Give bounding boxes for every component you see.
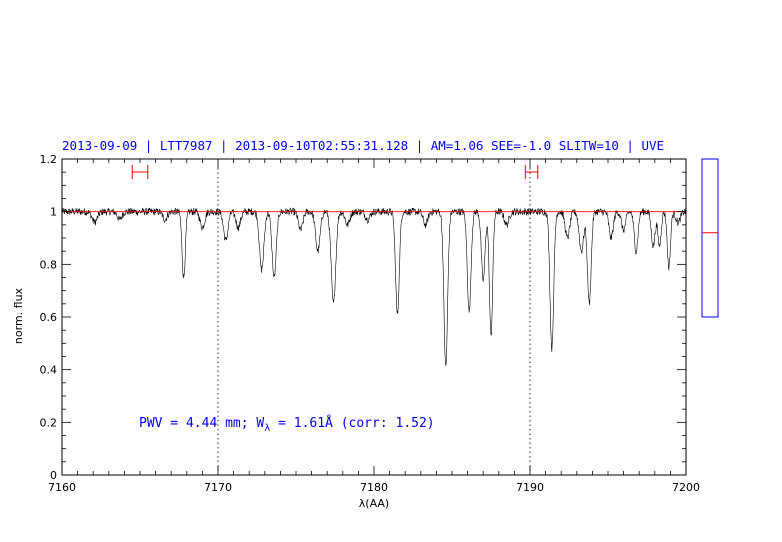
x-tick-label: 7190 — [516, 481, 544, 494]
y-axis-label: norm. flux — [12, 287, 25, 344]
y-tick-label: 0.8 — [40, 258, 58, 271]
plot-area: 7160 7170 7180 7190 7200 0 0.2 0.4 0.6 0.8 1 1.2 — [40, 153, 701, 494]
x-tick-label: 7180 — [360, 481, 388, 494]
x-tick-label: 7160 — [48, 481, 76, 494]
y-tick-label: 0.4 — [40, 364, 58, 377]
pwv-annotation: PWV = 4.44 mm; Wλ = 1.61Å (corr: 1.52) — [139, 415, 435, 434]
annotation-prefix: PWV = 4.44 mm; W — [139, 416, 264, 431]
side-indicator — [701, 158, 719, 318]
x-tick-label: 7170 — [204, 481, 232, 494]
annotation-suffix: = 1.61Å (corr: 1.52) — [270, 415, 434, 431]
x-axis-label: λ(AA) — [359, 497, 389, 510]
y-tick-label: 0.6 — [40, 311, 58, 324]
x-tick-label: 7200 — [672, 481, 700, 494]
y-tick-label: 1.2 — [40, 153, 58, 166]
chart-title: 2013-09-09 | LTT7987 | 2013-09-10T02:55:… — [62, 138, 664, 153]
window-marker — [524, 165, 539, 179]
window-marker — [131, 165, 149, 179]
side-indicator-box — [701, 158, 719, 318]
spectrum-line — [61, 207, 687, 366]
annotation-subscript: λ — [264, 423, 270, 434]
y-tick-label: 1 — [50, 206, 57, 219]
y-tick-label: 0.2 — [40, 416, 58, 429]
y-tick-label: 0 — [50, 469, 57, 482]
